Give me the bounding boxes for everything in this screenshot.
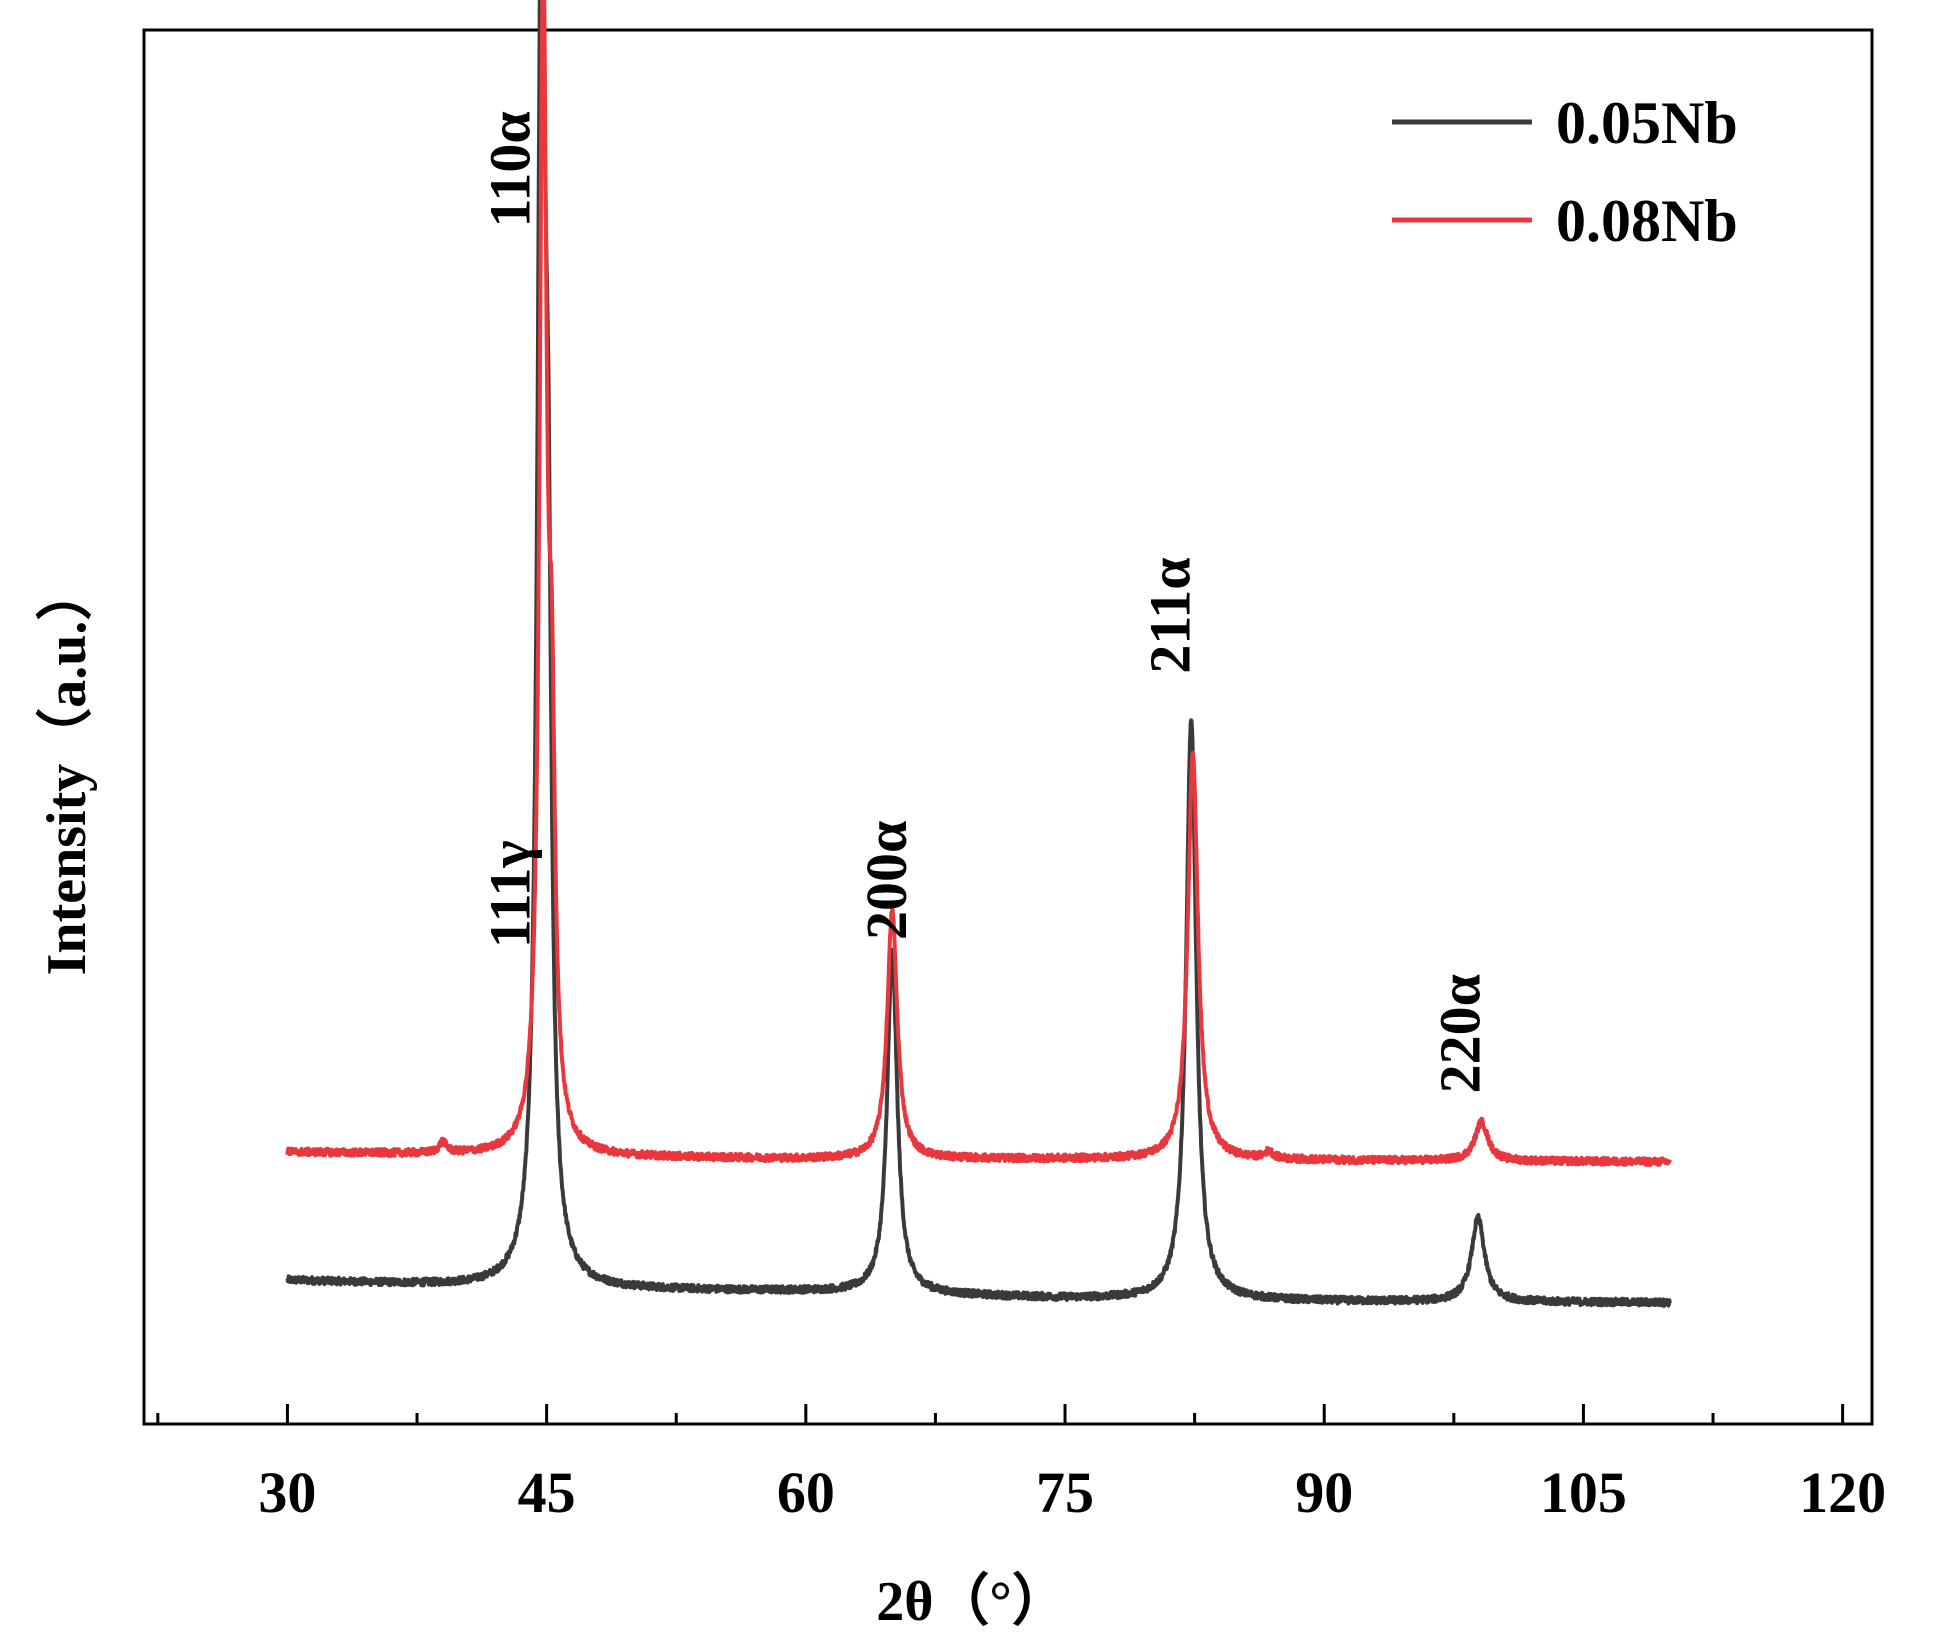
series-lines [285,0,1672,1308]
x-tick-label: 90 [1295,1460,1353,1525]
legend-label-0.05nb: 0.05Nb [1556,90,1738,156]
x-tick-label: 75 [1036,1460,1094,1525]
legend: 0.05Nb 0.08Nb [1392,90,1738,254]
x-axis-title: 2θ（°） [876,1570,1068,1633]
plot-frame [142,28,1874,1426]
peak-label: 200α [854,821,919,940]
series-line-0.08nb [285,0,1672,1167]
x-tick-label: 45 [518,1460,576,1525]
major-ticks [285,1404,1845,1424]
minor-ticks [156,1413,1715,1424]
series-line-0.05nb [285,0,1672,1308]
peak-label: 211α [1137,557,1202,673]
peak-annotations: 110α 111γ 200α 211α 220α [477,111,1492,1093]
peak-label: 220α [1428,974,1493,1093]
peak-label: 111γ [477,840,542,948]
y-axis-title: Intensity（a.u.） [35,565,98,976]
x-tick-label: 30 [258,1460,316,1525]
legend-label-0.08nb: 0.08Nb [1556,188,1738,254]
peak-label: 110α [477,111,542,227]
x-tick-labels: 30 45 60 75 90 105 120 [258,1460,1886,1525]
x-tick-label: 105 [1540,1460,1627,1525]
x-tick-label: 60 [777,1460,835,1525]
x-tick-label: 120 [1799,1460,1886,1525]
